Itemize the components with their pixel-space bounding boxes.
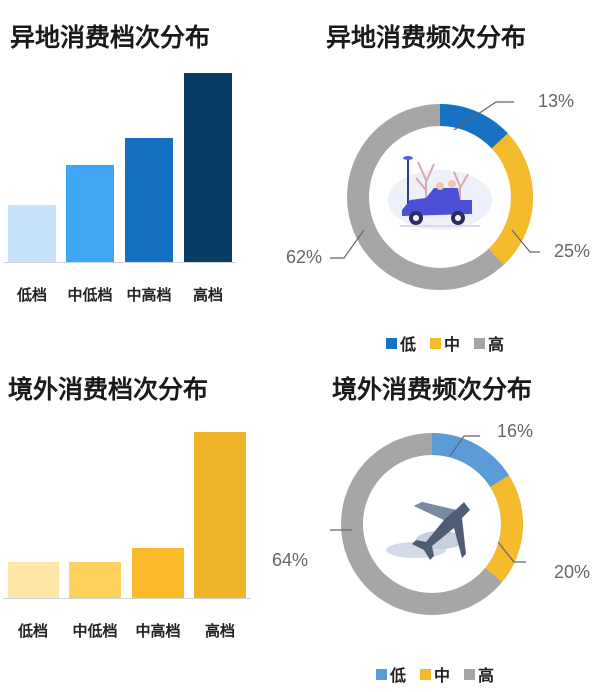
bar-mid-low xyxy=(66,165,114,262)
label-domestic-mid-pct: 25% xyxy=(554,241,591,261)
x-axis xyxy=(3,598,251,599)
bar-mid-high xyxy=(132,548,184,598)
bar-mid-high xyxy=(125,138,173,262)
airplane-icon xyxy=(386,502,470,560)
legend-overseas-freq: 低 中 高 xyxy=(376,662,508,686)
chart-title-domestic-tier: 异地消费档次分布 xyxy=(10,23,211,52)
label-overseas-low-pct: 16% xyxy=(497,421,534,441)
bar-high xyxy=(194,432,246,598)
label-overseas-mid-pct: 20% xyxy=(554,562,591,582)
chart-title-overseas-freq: 境外消费频次分布 xyxy=(332,375,533,404)
legend-item-high: 高 xyxy=(474,331,504,355)
x-label: 高档 xyxy=(192,286,223,304)
x-label: 低档 xyxy=(17,622,48,640)
bar-high xyxy=(184,73,232,262)
x-axis xyxy=(4,262,236,263)
legend-item-mid: 中 xyxy=(420,662,450,686)
bar-mid-low xyxy=(69,562,121,598)
x-label: 中低档 xyxy=(72,622,118,640)
bar-low xyxy=(8,562,59,598)
swatch-low xyxy=(376,668,387,680)
label-domestic-low-pct: 13% xyxy=(538,91,575,111)
swatch-mid xyxy=(420,668,432,680)
legend-item-low: 低 xyxy=(376,662,406,686)
car-illustration-icon xyxy=(388,156,492,230)
swatch-high xyxy=(474,337,486,349)
swatch-mid xyxy=(430,337,442,349)
swatch-low xyxy=(386,337,397,349)
x-label: 中低档 xyxy=(67,286,113,304)
label-domestic-high-pct: 62% xyxy=(286,247,323,267)
donut-chart-overseas-freq xyxy=(330,433,526,615)
x-label: 高档 xyxy=(204,622,235,640)
donut-chart-domestic-freq xyxy=(330,101,540,290)
chart-title-domestic-freq: 异地消费频次分布 xyxy=(326,23,527,52)
chart-title-overseas-tier: 境外消费档次分布 xyxy=(8,375,209,404)
label-overseas-high-pct: 64% xyxy=(272,550,309,570)
bar-low xyxy=(8,205,56,262)
swatch-high xyxy=(464,668,476,680)
legend-domestic-freq: 低 中 高 xyxy=(386,331,518,355)
x-label: 中高档 xyxy=(135,622,181,640)
legend-item-mid: 中 xyxy=(430,331,460,355)
x-label: 低档 xyxy=(16,286,47,304)
legend-item-high: 高 xyxy=(464,662,494,686)
legend-item-low: 低 xyxy=(386,331,416,355)
x-label: 中高档 xyxy=(126,286,172,304)
